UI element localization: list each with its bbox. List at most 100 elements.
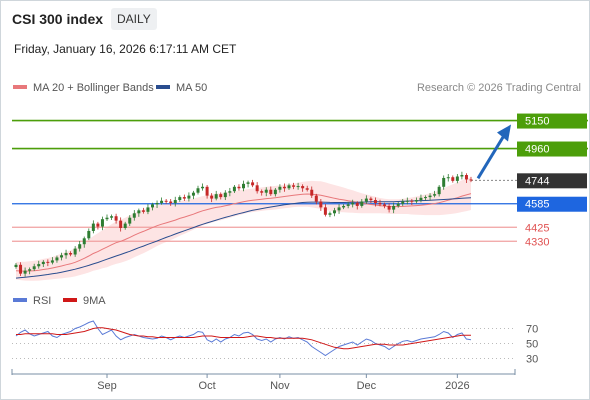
x-tick-label-Sep: Sep: [97, 380, 117, 392]
ma50-legend-label: MA 50: [176, 82, 207, 94]
candle-body: [164, 200, 168, 202]
candle-body: [169, 201, 173, 203]
candle-body: [424, 197, 427, 199]
rsi-line: [15, 320, 472, 357]
rsi-tick-label-50: 50: [526, 339, 538, 351]
candle-body: [87, 230, 91, 239]
candle-body: [369, 198, 373, 201]
pivot-tag: [517, 196, 587, 212]
x-tick-label-Dec: Dec: [357, 380, 377, 392]
candle-body: [419, 197, 423, 201]
candle-body: [460, 175, 464, 177]
rsi-lines: [15, 320, 472, 357]
candles-layer: [14, 171, 473, 277]
candle-body: [32, 266, 36, 270]
candle-body: [19, 264, 23, 274]
ma50-legend-swatch: [156, 85, 170, 89]
candle-body: [246, 182, 250, 184]
candle-body: [78, 244, 82, 249]
candle-body: [378, 202, 382, 205]
support-label-4330: 4330: [525, 236, 549, 248]
candle-body: [301, 186, 305, 189]
candle-body: [205, 186, 209, 196]
candle-body: [201, 186, 205, 189]
candle-body: [260, 191, 264, 193]
candle-body: [451, 177, 455, 181]
target-tag-5150: [517, 113, 587, 129]
last-price-label: 4744: [525, 175, 549, 187]
candle-body: [210, 195, 214, 199]
candle-body: [328, 213, 332, 215]
candle-body: [196, 188, 200, 193]
candle-body: [132, 213, 136, 218]
x-axis: Sep Oct Nov Dec 2026: [11, 369, 516, 392]
candle-body: [155, 202, 159, 205]
candle-body: [405, 200, 409, 202]
candle-body: [333, 210, 336, 214]
candle-body: [50, 260, 54, 263]
candle-body: [160, 200, 164, 203]
candle-body: [392, 205, 396, 210]
bollinger-layer: [16, 177, 471, 281]
ma9-legend-swatch: [63, 298, 77, 302]
candle-body: [173, 200, 177, 203]
candle-body: [469, 179, 473, 181]
candle-body: [123, 223, 127, 229]
candle-body: [151, 204, 154, 208]
candle-body: [23, 270, 27, 274]
forecast-arrow-shaft: [476, 129, 509, 180]
candle-body: [232, 186, 236, 192]
candle-body: [82, 238, 86, 245]
candle-body: [46, 261, 50, 263]
candle-body: [314, 195, 318, 202]
x-tick-label-2026: 2026: [445, 380, 469, 392]
ma20-legend-label: MA 20 + Bollinger Bands: [33, 82, 154, 94]
candle-body: [28, 269, 32, 271]
candle-body: [100, 219, 104, 227]
rsi-grid: 70 50 30: [12, 324, 538, 366]
candle-body: [319, 201, 323, 208]
candle-body: [337, 207, 341, 211]
candle-body: [442, 177, 446, 187]
candle-body: [251, 182, 255, 186]
candle-body: [37, 264, 41, 267]
support-label-4425: 4425: [525, 222, 549, 234]
candle-body: [401, 201, 405, 204]
candle-body: [60, 255, 63, 258]
candle-body: [119, 220, 123, 229]
rsi-legend-label: RSI: [33, 295, 51, 307]
candle-body: [428, 195, 432, 198]
rsi-legend: RSI 9MA: [13, 295, 106, 307]
candle-body: [269, 189, 273, 195]
candle-body: [264, 189, 268, 193]
timestamp: Friday, January 16, 2026 6:17:11 AM CET: [14, 42, 237, 56]
candle-body: [114, 216, 118, 221]
candle-body: [410, 200, 414, 202]
candle-body: [296, 186, 300, 188]
candle-body: [373, 200, 377, 203]
candle-body: [14, 264, 18, 268]
candle-body: [455, 176, 459, 181]
candle-body: [346, 204, 350, 206]
candle-body: [323, 207, 327, 215]
target-tag-4960: [517, 141, 587, 157]
candle-body: [141, 210, 145, 212]
candle-body: [287, 185, 291, 189]
last-price-tag: [517, 173, 587, 189]
candle-body: [446, 177, 450, 179]
candle-body: [110, 216, 114, 218]
ma9-legend-label: 9MA: [83, 295, 106, 307]
candle-body: [228, 191, 232, 193]
candle-body: [219, 194, 223, 198]
x-tick-label-Oct: Oct: [199, 380, 216, 392]
candle-body: [351, 202, 355, 205]
candle-body: [292, 185, 296, 187]
candle-body: [55, 257, 59, 261]
candle-body: [273, 189, 277, 195]
candle-body: [364, 198, 368, 202]
candle-body: [387, 205, 391, 210]
period-selector[interactable]: DAILY: [111, 8, 157, 30]
candle-body: [310, 189, 314, 196]
